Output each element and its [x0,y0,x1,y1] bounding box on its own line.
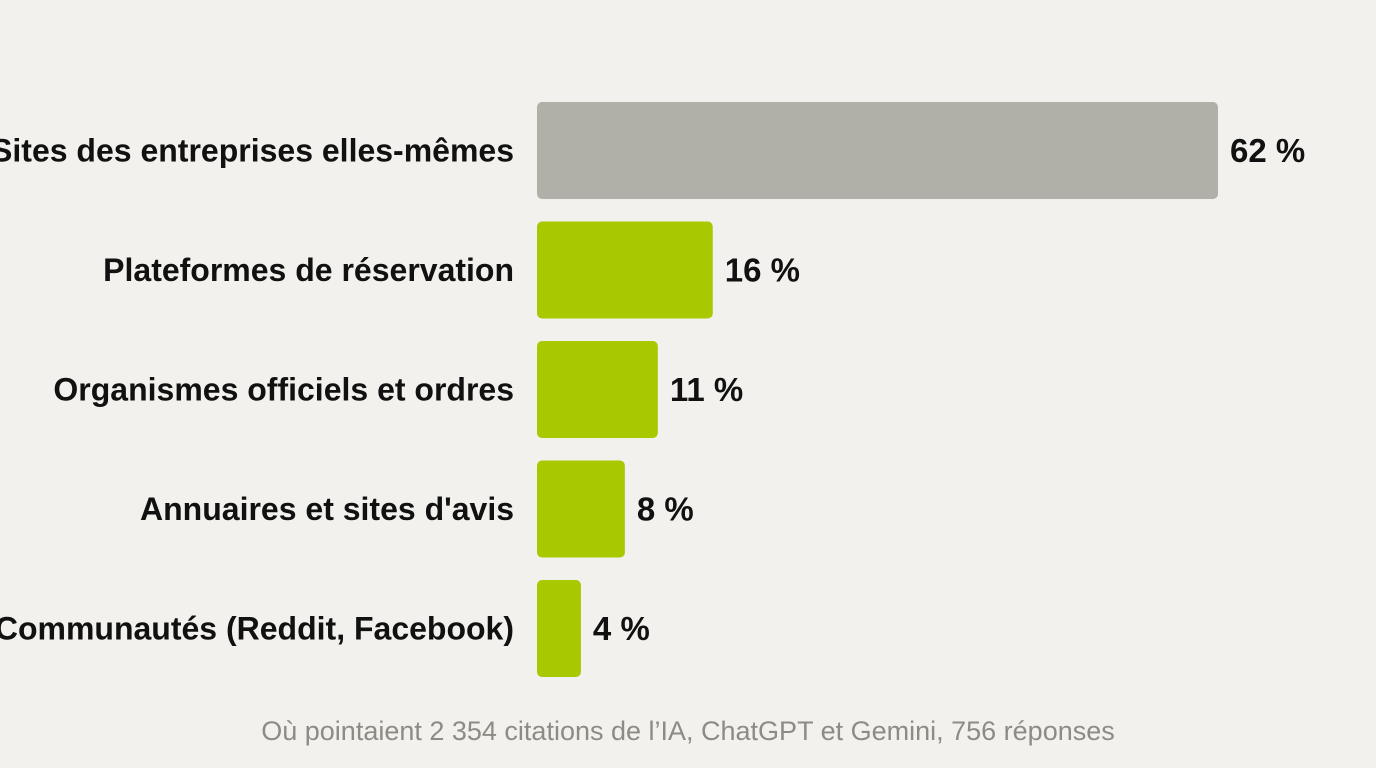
value-label: 62 % [1230,132,1305,169]
category-label: Communautés (Reddit, Facebook) [0,611,514,647]
category-label: Sites des entreprises elles-mêmes [0,133,514,169]
category-label: Plateformes de réservation [103,252,514,288]
bar [537,580,581,677]
chart-caption: Où pointaient 2 354 citations de l’IA, C… [261,716,1115,746]
category-label: Annuaires et sites d'avis [140,491,514,527]
value-label: 4 % [593,610,650,647]
value-label: 11 % [670,371,743,408]
bar [537,221,713,319]
category-label: Organismes officiels et ordres [53,372,514,408]
value-label: 8 % [637,491,694,528]
bar [537,102,1218,199]
bar [537,341,658,438]
value-label: 16 % [725,252,800,289]
bar [537,460,625,558]
